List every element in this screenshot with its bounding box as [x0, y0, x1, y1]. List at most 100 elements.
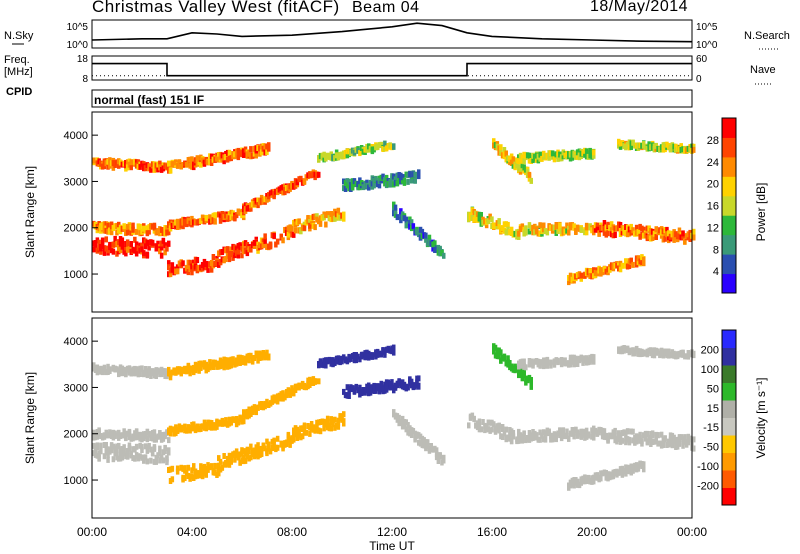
power-cell — [179, 163, 183, 170]
power-cell — [625, 263, 630, 270]
power-cell — [399, 212, 403, 219]
velocity-cell — [592, 425, 596, 432]
velocity-cell — [543, 436, 548, 443]
power-cell — [629, 229, 633, 236]
power-cell — [592, 152, 596, 159]
power-cell — [602, 220, 607, 226]
power-cell — [629, 144, 633, 150]
velocity-cell — [595, 474, 600, 481]
velocity-cell — [199, 360, 203, 367]
power-cell — [567, 275, 571, 281]
velocity-cell — [133, 365, 137, 372]
velocity-cell — [258, 401, 262, 408]
power-cell — [115, 250, 119, 257]
power-cell — [143, 227, 148, 234]
power-cell — [370, 146, 375, 153]
power-cell — [102, 158, 107, 165]
power-cell — [375, 143, 380, 150]
power-cell — [217, 211, 221, 218]
velocity-cell — [531, 435, 535, 441]
velocity-cell — [331, 357, 335, 364]
power-cell — [190, 215, 194, 222]
velocity-cell — [677, 351, 682, 358]
power-cell — [193, 256, 198, 263]
power-cell — [204, 264, 208, 271]
power-cell — [167, 160, 171, 167]
power-cell — [165, 245, 169, 252]
velocity-cell — [592, 358, 596, 365]
velocity-cell — [584, 427, 589, 434]
power-cell — [538, 230, 542, 237]
velocity-cell — [527, 361, 532, 368]
power-cell — [588, 273, 592, 279]
power-cell — [583, 272, 587, 279]
velocity-cell — [265, 349, 269, 356]
power-cell — [263, 143, 267, 150]
power-cell — [361, 184, 366, 191]
velocity-cell — [250, 355, 255, 362]
velocity-cell — [625, 468, 630, 474]
power-cell — [683, 238, 687, 245]
power-cell — [608, 224, 612, 231]
power-cell — [592, 149, 596, 156]
velocity-cell — [181, 367, 185, 374]
velocity-cell — [167, 370, 171, 377]
velocity-cell — [565, 433, 569, 440]
velocity-cell — [127, 434, 132, 441]
power-cell — [515, 229, 519, 236]
power-cell — [592, 224, 596, 231]
velocity-cell — [193, 366, 198, 373]
velocity-cell — [240, 359, 244, 366]
velocity-cell — [281, 445, 285, 452]
power-cell — [111, 225, 116, 231]
power-cell — [624, 224, 628, 230]
velocity-cell — [675, 443, 680, 450]
power-cell — [415, 229, 419, 236]
velocity-cell — [192, 364, 196, 371]
velocity-cell — [304, 429, 308, 436]
power-cell — [136, 163, 141, 170]
power-cell — [577, 148, 582, 155]
velocity-cell — [183, 475, 187, 481]
velocity-cell — [529, 359, 533, 366]
velocity-cell — [681, 351, 685, 358]
velocity-cell — [217, 360, 221, 367]
velocity-cell — [570, 477, 575, 484]
velocity-cell — [311, 376, 316, 383]
power-cell — [177, 159, 182, 166]
velocity-cell — [574, 427, 578, 433]
velocity-cell — [259, 353, 264, 360]
velocity-cell — [265, 438, 269, 445]
velocity-cell — [140, 432, 144, 439]
power-cell — [420, 228, 425, 235]
velocity-cell — [306, 380, 310, 387]
velocity-cell — [638, 460, 642, 467]
power-cell — [618, 140, 623, 147]
power-cell — [467, 211, 471, 218]
power-cell — [372, 182, 376, 189]
power-cell — [390, 181, 394, 188]
power-cell — [181, 260, 185, 267]
power-cell — [165, 163, 169, 170]
velocity-cell — [624, 470, 628, 477]
power-cell — [329, 211, 333, 217]
velocity-cell — [415, 432, 419, 439]
power-cell — [670, 230, 675, 237]
velocity-cell — [192, 465, 196, 472]
velocity-cell — [208, 359, 212, 366]
power-cell — [649, 235, 653, 242]
power-cell — [677, 233, 682, 240]
power-cell — [368, 181, 373, 188]
x-tick-label: 04:00 — [177, 525, 207, 539]
power-cell — [568, 155, 573, 162]
velocity-cell — [342, 388, 346, 395]
power-cell — [438, 250, 442, 257]
power-cell — [252, 201, 257, 207]
power-cell — [274, 241, 278, 248]
velocity-cell — [179, 424, 183, 431]
power-cell — [654, 142, 658, 149]
power-cell — [520, 162, 525, 169]
power-cell — [100, 224, 105, 231]
velocity-xticks: 00:00 04:00 08:00 12:00 16:00 20:00 00:00 — [77, 525, 707, 539]
power-cell — [302, 224, 307, 231]
